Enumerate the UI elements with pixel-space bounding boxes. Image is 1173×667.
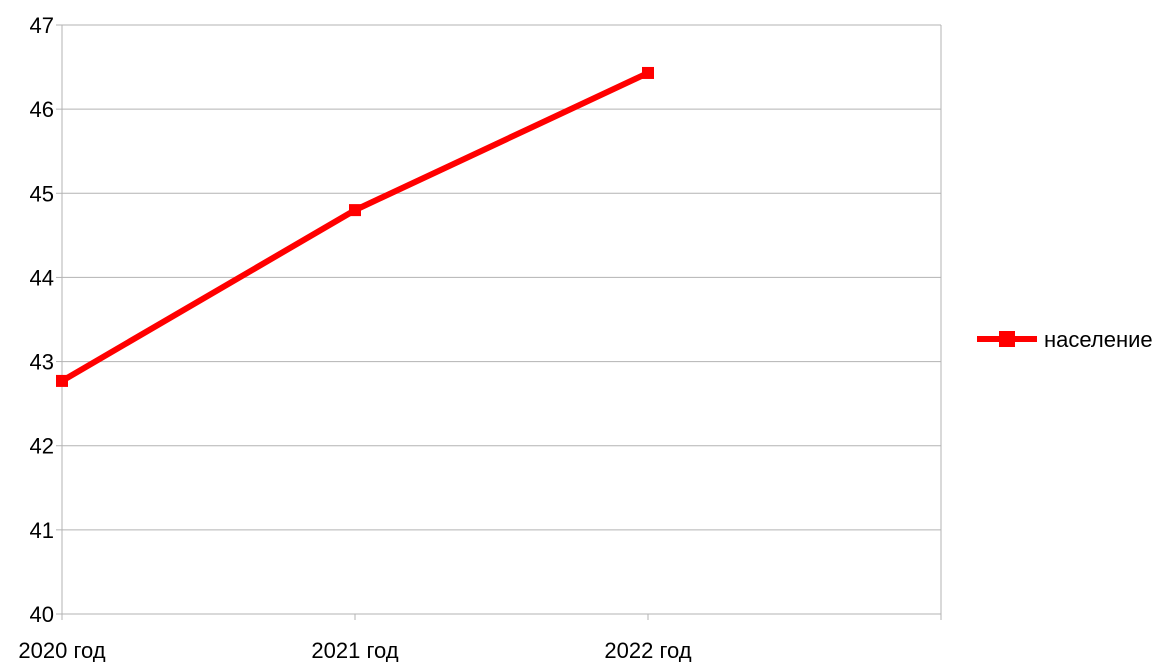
data-point-marker: [642, 66, 654, 79]
x-axis-tick-labels: 2020 год 2021 год 2022 год: [18, 638, 691, 663]
y-tick-label: 45: [30, 181, 54, 206]
series-line-0: [59, 69, 651, 384]
series-markers: [56, 66, 654, 387]
y-tick-label: 43: [30, 350, 54, 375]
y-tick-label: 42: [30, 434, 54, 459]
series-lines: [59, 69, 651, 384]
data-point-marker: [56, 374, 68, 387]
legend-marker-swatch: [999, 331, 1015, 347]
y-axis-tick-labels: 40 41 42 43 44 45 46 47: [30, 13, 54, 627]
gridlines: [62, 24, 942, 615]
x-tick-label: 2020 год: [18, 638, 105, 662]
x-tick-label: 2022 год: [604, 638, 691, 662]
data-point-marker: [349, 204, 361, 217]
axes: [56, 24, 942, 620]
legend-label: население: [1044, 327, 1153, 352]
y-tick-label: 40: [30, 602, 54, 627]
legend: население: [977, 327, 1153, 352]
y-tick-label: 41: [30, 518, 54, 543]
x-tick-label: 2021 год: [311, 638, 398, 662]
y-tick-label: 46: [30, 97, 54, 122]
y-tick-label: 47: [30, 13, 54, 38]
y-tick-label: 44: [30, 265, 54, 290]
